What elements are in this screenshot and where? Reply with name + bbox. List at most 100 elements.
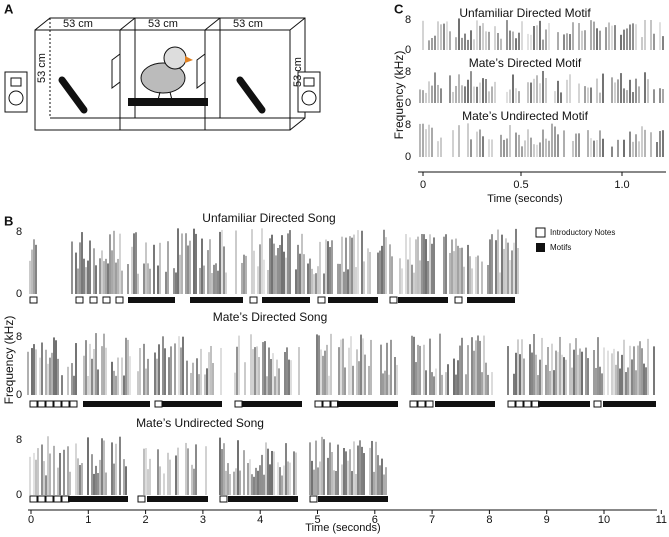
y-tick-label: 8 [16,434,22,446]
intro-note-box [593,400,602,408]
x-axis-label: Time (seconds) [487,193,562,205]
y-axis-label: Frequency (kHz) [392,51,406,140]
intro-note-box [249,296,258,304]
x-tick-label: 3 [200,514,206,526]
motif-bar [603,401,656,407]
y-tick-label: 0 [16,389,22,401]
panel-a-drawing: A 53 cm 53 cm 53 cm 53 cm 53 cm [4,1,321,131]
intro-note-box [75,296,84,304]
y-tick-label: 0 [405,44,411,56]
motif-bar [242,401,302,407]
x-tick-label: 4 [257,514,263,526]
motif-bar [262,297,310,303]
x-tick-label: 0 [28,514,34,526]
intro-note-box [53,400,62,408]
intro-note-box [69,400,78,408]
x-tick-label: 0 [420,179,426,191]
dimension-label: 53 cm [292,57,304,87]
intro-note-box [61,400,70,408]
x-tick-label: 1.0 [614,179,629,191]
intro-note-box [29,296,38,304]
motif-bar [162,401,222,407]
intro-note-box [523,400,532,408]
intro-note-box [115,296,124,304]
dimension-label: 53 cm [148,18,178,30]
legend-label: Introductory Notes [550,228,615,237]
intro-note-box [219,495,228,503]
y-tick-label: 8 [405,119,411,131]
motif-bar [83,401,150,407]
x-tick-label: 11 [656,514,667,526]
motif-bar [190,297,243,303]
y-tick-label: 0 [405,151,411,163]
y-tick-label: 0 [16,489,22,501]
intro-note-box [37,400,46,408]
panel-label: B [4,213,13,228]
y-tick-label: 8 [16,331,22,343]
dimension-label: 53 cm [63,18,93,30]
row-title: Unfamiliar Directed Song [202,211,335,225]
intro-note-box [389,296,398,304]
row-title: Mate’s Directed Motif [469,56,582,70]
intro-note-box [317,296,326,304]
intro-note-box [417,400,426,408]
y-tick-label: 0 [16,288,22,300]
motif-bar [337,401,398,407]
motif-bar [147,496,208,502]
intro-note-box [314,400,323,408]
panel-label: A [4,1,14,16]
x-tick-label: 8 [486,514,492,526]
panel-c: C Frequency (kHz) Time (seconds) [392,1,666,205]
x-tick-label: 9 [544,514,550,526]
x-tick-label: 10 [598,514,610,526]
intro-note-box [102,296,111,304]
row-title: Mate’s Undirected Motif [462,109,588,123]
panel-label: C [394,1,404,16]
motif-bar [228,496,298,502]
row-title: Unfamiliar Directed Motif [459,6,591,20]
motif-bar [318,496,388,502]
x-tick-label: 7 [429,514,435,526]
intro-note-box [53,495,62,503]
legend-label: Motifs [550,243,571,252]
intro-note-box [137,495,146,503]
motif-bar [435,401,495,407]
intro-note-box [531,400,540,408]
x-axis-label: Time (seconds) [305,522,380,534]
motif-bar [328,297,378,303]
intro-note-box [330,400,339,408]
motif-bar [538,401,590,407]
y-tick-label: 0 [405,97,411,109]
intro-note-box [507,400,516,408]
intro-note-box [29,400,38,408]
intro-note-box [409,400,418,408]
x-tick-label: 6 [372,514,378,526]
y-axis-label: Frequency (kHz) [2,316,16,405]
intro-note-box [61,495,70,503]
panel-b: B Frequency (kHz) Time (seconds) Introdu… [2,213,657,534]
x-tick-label: 1 [85,514,91,526]
row-title: Mate’s Directed Song [213,310,328,324]
intro-note-box [45,400,54,408]
intro-note-box [154,400,163,408]
intro-note-box [322,400,331,408]
intro-note-box [89,296,98,304]
x-tick-label: 0.5 [513,179,528,191]
intro-note-box [515,400,524,408]
intro-note-box [425,400,434,408]
motif-bar [128,297,175,303]
intro-note-box [309,495,318,503]
intro-note-box [234,400,243,408]
intro-note-box [37,495,46,503]
motif-bar [68,496,128,502]
motif-bar [398,297,448,303]
y-tick-label: 8 [16,226,22,238]
row-title: Mate’s Undirected Song [136,416,264,430]
motif-bar [467,297,515,303]
dimension-label: 53 cm [233,18,263,30]
intro-note-box [45,495,54,503]
dimension-label: 53 cm [36,53,48,83]
x-tick-label: 2 [143,514,149,526]
y-tick-label: 8 [405,66,411,78]
